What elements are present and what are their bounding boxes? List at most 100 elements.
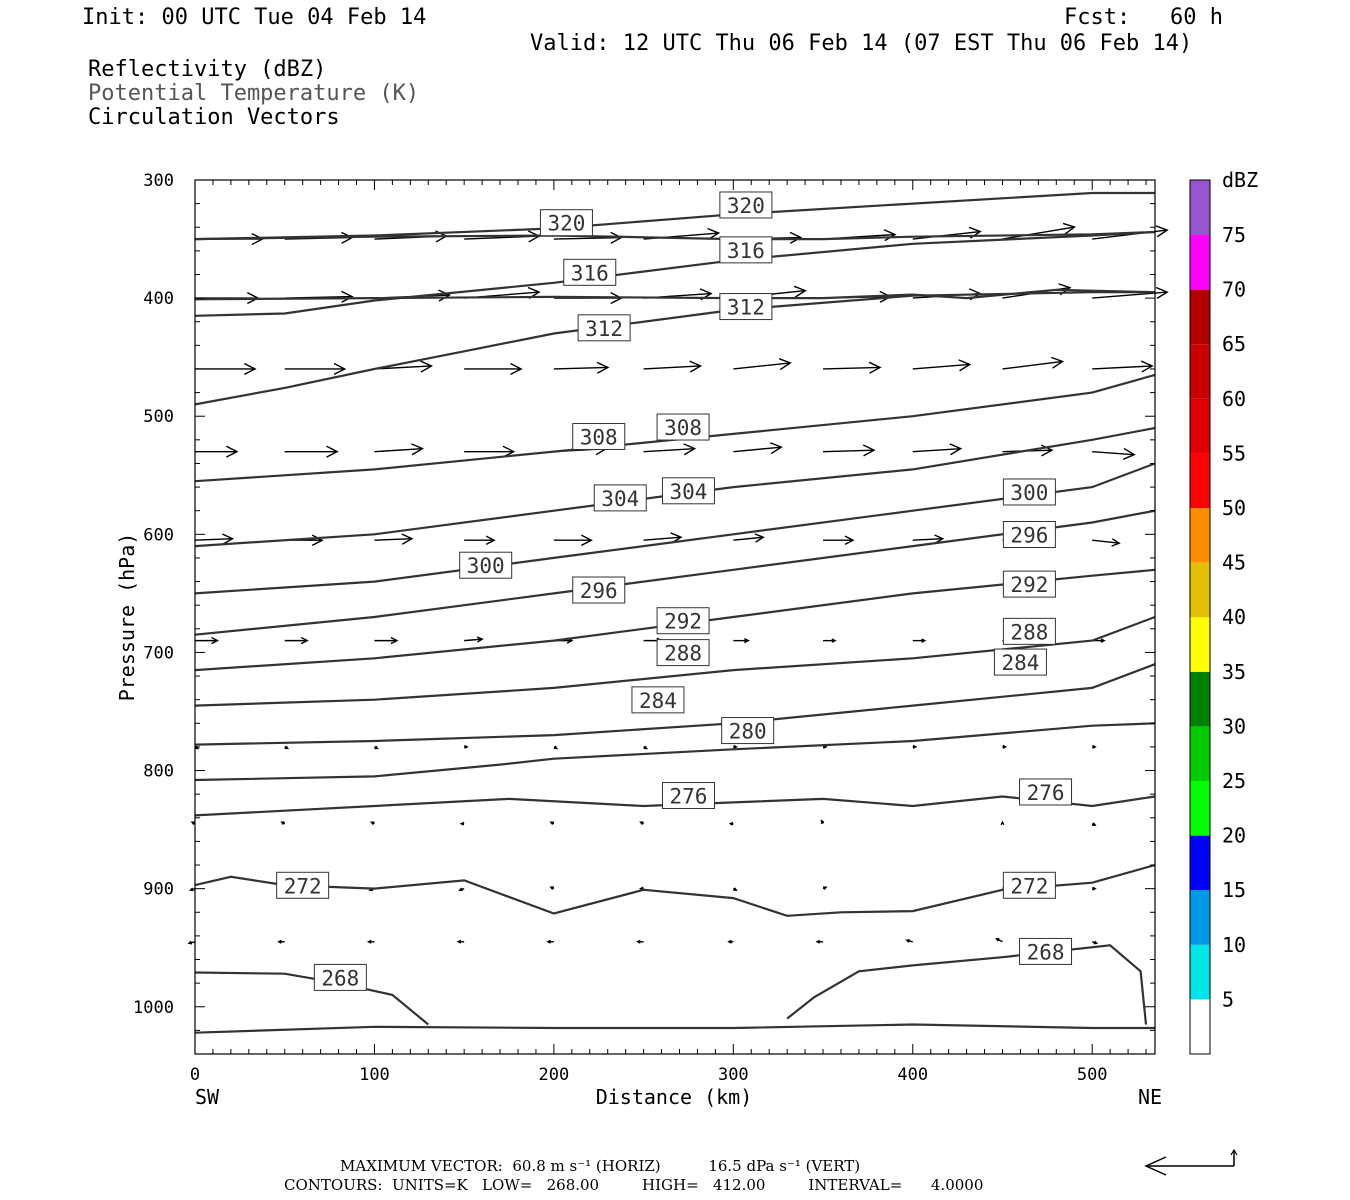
colorbar-swatch [1190, 398, 1210, 454]
vector-arrowhead [769, 442, 783, 455]
contour-label-box [563, 258, 617, 286]
vector-arrowhead [820, 819, 825, 824]
vector-arrowhead [754, 533, 765, 543]
colorbar-swatch [1190, 617, 1210, 672]
contour-label-box [661, 477, 715, 505]
vector-arrowhead [510, 362, 523, 376]
vector-arrowhead [459, 821, 465, 826]
contour-label: 272 [1010, 874, 1048, 898]
field-circulation-vectors: Circulation Vectors [88, 105, 340, 130]
contour-label-box [1019, 778, 1073, 806]
contour-label-box [661, 782, 715, 810]
colorbar-swatch [1190, 289, 1210, 345]
x-left-end-label: SW [195, 1085, 220, 1109]
contour-label-box [459, 551, 513, 579]
vector-arrowhead [689, 360, 703, 373]
colorbar-swatch [1190, 835, 1210, 891]
field-potential-temperature: Potential Temperature (K) [88, 81, 420, 106]
circulation-vector [553, 366, 608, 370]
vector-arrowhead [778, 358, 792, 371]
init-time: Init: 00 UTC Tue 04 Feb 14 [82, 5, 427, 30]
contour-label: 288 [664, 642, 702, 666]
colorbar-tick-label: 20 [1222, 824, 1246, 848]
x-right-end-label: NE [1138, 1085, 1162, 1109]
max-vector-note: MAXIMUM VECTOR: 60.8 m s⁻¹ (HORIZ) 16.5 … [340, 1157, 861, 1175]
colorbar-tick-label: 70 [1222, 278, 1246, 302]
colorbar-swatch [1190, 453, 1210, 508]
contour-label: 280 [729, 720, 767, 744]
colorbar-swatch [1190, 508, 1210, 563]
circulation-vector [374, 447, 423, 453]
vector-arrowhead [949, 443, 963, 456]
colorbar-swatch [1190, 781, 1210, 836]
contour-label-box [631, 686, 685, 714]
vector-arrowhead [581, 534, 593, 546]
circulation-vector [733, 536, 764, 541]
x-axis-label: Distance (km) [596, 1085, 753, 1109]
contour-label-box [721, 717, 775, 745]
colorbar-swatch [1190, 944, 1210, 1000]
circulation-vector [1092, 450, 1135, 456]
theta-contour-line [786, 944, 1148, 1025]
vector-arrowhead [905, 938, 910, 943]
colorbar-tick-label: 5 [1222, 987, 1234, 1011]
vector-arrowhead [189, 887, 194, 892]
vector-arrowhead [636, 939, 641, 944]
contour-label: 312 [727, 296, 765, 320]
vector-arrowhead [411, 443, 424, 456]
colorbar-swatch [1190, 180, 1210, 235]
vector-arrowhead [733, 744, 738, 749]
contour-label: 300 [467, 554, 505, 578]
contour-label: 296 [1010, 524, 1048, 548]
vector-arrowhead [458, 887, 463, 892]
contour-label: 296 [580, 579, 618, 603]
colorbar-tick-label: 45 [1222, 551, 1246, 575]
x-tick-label: 400 [897, 1065, 928, 1085]
contour-label: 288 [1010, 620, 1048, 644]
contour-label-box [719, 236, 773, 264]
contour-label: 312 [585, 317, 623, 341]
vector-arrowhead [311, 534, 324, 546]
contour-label: 276 [1027, 781, 1065, 805]
contour-label-box [1002, 617, 1056, 645]
vector-arrowhead [643, 745, 648, 750]
vector-arrowhead [1002, 744, 1008, 749]
vector-arrowhead [243, 362, 257, 376]
vector-arrowhead [366, 939, 372, 944]
circulation-vector [823, 366, 881, 370]
theta-contour-line [195, 568, 1155, 672]
contour-label-box [572, 422, 626, 450]
vector-arrowhead [333, 362, 347, 376]
contour-label: 308 [580, 425, 618, 449]
vector-arrowhead [789, 231, 803, 244]
colorbar-tick-label: 10 [1222, 933, 1246, 957]
x-tick-label: 300 [718, 1065, 749, 1085]
theta-contour-line [195, 191, 1155, 241]
theta-contour-line [195, 291, 1155, 406]
vector-arrowhead [728, 821, 734, 826]
forecast-hour: Fcst: 60 h [1064, 5, 1223, 30]
x-tick-label: 500 [1077, 1065, 1108, 1085]
contour-label-box [313, 963, 367, 991]
colorbar-swatch [1190, 726, 1210, 781]
vector-arrowhead [211, 636, 220, 645]
contour-info: CONTOURS: UNITS=K LOW= 268.00 HIGH= 412.… [284, 1176, 984, 1194]
contour-label: 316 [727, 239, 765, 263]
vector-arrowhead [464, 744, 469, 749]
vector-arrowhead [549, 886, 554, 890]
contour-label: 304 [601, 487, 639, 511]
vector-arrowhead [793, 285, 807, 298]
vector-arrowhead [456, 939, 462, 944]
vector-arrowhead [1122, 447, 1136, 460]
vector-arrowhead [1100, 638, 1106, 643]
theta-contour-line [195, 722, 1155, 782]
circulation-vector [1002, 226, 1075, 240]
y-tick-label: 500 [143, 407, 174, 427]
circulation-vector [1092, 539, 1120, 544]
vector-arrowhead [553, 745, 559, 750]
contour-label: 284 [639, 689, 677, 713]
vector-arrowhead [596, 361, 610, 374]
colorbar-swatch [1190, 671, 1210, 727]
vector-arrowhead [374, 745, 379, 750]
contour-labels: 320 320 316 316 312 312 308 308 304 304 300 300 296 2… [276, 191, 1073, 991]
